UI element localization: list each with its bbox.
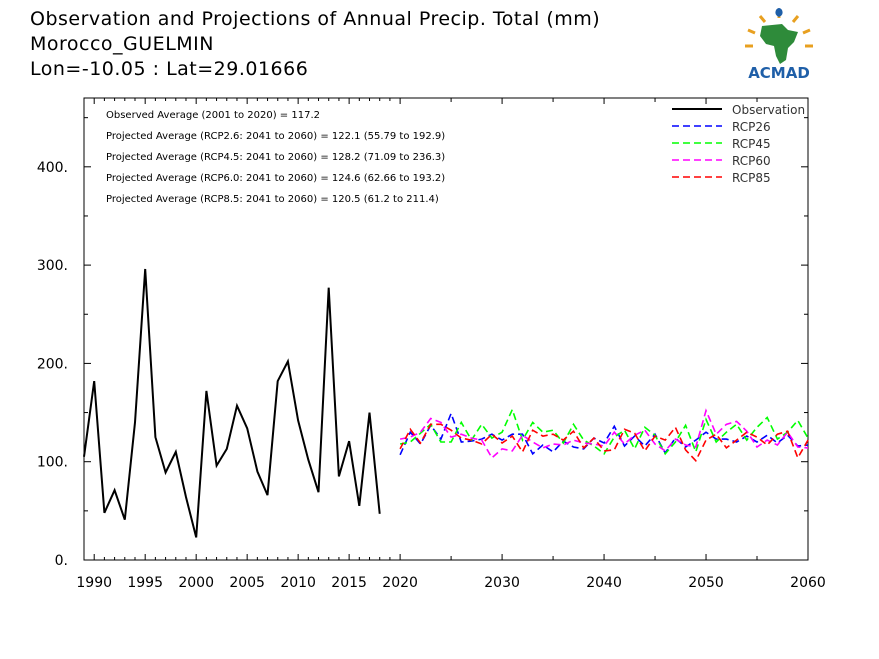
series-line-rcp60 — [399, 408, 809, 460]
x-tick-label: 1990 — [76, 575, 112, 591]
x-tick-label: 2050 — [688, 575, 724, 591]
plot-frame — [83, 97, 809, 561]
y-tick-label: 0. — [55, 553, 68, 569]
series-line-rcp45 — [399, 407, 809, 456]
x-tick-label: 2060 — [790, 575, 826, 591]
x-tick-label: 2005 — [229, 575, 265, 591]
y-tick-label: 400. — [37, 160, 68, 176]
stats-annotation: Projected Average (RCP4.5: 2041 to 2060)… — [106, 152, 445, 163]
stats-annotation: Projected Average (RCP6.0: 2041 to 2060)… — [106, 173, 445, 184]
x-tick-label: 2040 — [586, 575, 622, 591]
x-tick-label: 2020 — [382, 575, 418, 591]
svg-text:ACMAD: ACMAD — [748, 64, 810, 82]
station-coordinates: Lon=-10.05 : Lat=29.01666 — [30, 58, 309, 80]
stats-annotation: Observed Average (2001 to 2020) = 117.2 — [106, 110, 320, 121]
x-tick-label: 2010 — [280, 575, 316, 591]
y-tick-label: 100. — [37, 455, 68, 471]
legend-label-observation: Observation — [732, 103, 805, 117]
stats-annotation: Projected Average (RCP8.5: 2041 to 2060)… — [106, 194, 439, 205]
series-line-rcp85 — [399, 423, 809, 463]
series-line-observation — [83, 268, 381, 538]
station-name: Morocco_GUELMIN — [30, 33, 214, 55]
x-tick-label: 1995 — [127, 575, 163, 591]
chart-title: Observation and Projections of Annual Pr… — [30, 8, 601, 30]
acmad-logo: ACMAD — [738, 8, 820, 84]
legend-label-rcp26: RCP26 — [732, 120, 771, 134]
x-tick-label: 2015 — [331, 575, 367, 591]
legend-label-rcp45: RCP45 — [732, 137, 771, 151]
x-tick-label: 2030 — [484, 575, 520, 591]
y-tick-label: 300. — [37, 258, 68, 274]
stats-annotation: Projected Average (RCP2.6: 2041 to 2060)… — [106, 131, 445, 142]
legend-label-rcp85: RCP85 — [732, 171, 771, 185]
series-line-rcp26 — [399, 411, 809, 456]
x-tick-label: 2000 — [178, 575, 214, 591]
legend-label-rcp60: RCP60 — [732, 154, 771, 168]
y-tick-label: 200. — [37, 356, 68, 372]
africa-logo-icon: ACMAD — [745, 8, 813, 82]
